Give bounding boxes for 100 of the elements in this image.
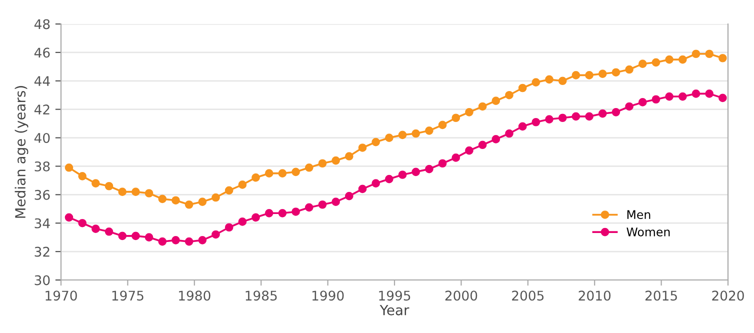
point xyxy=(438,159,447,168)
x-tick-label: 1990 xyxy=(312,290,344,301)
x-tick-label: 2005 xyxy=(512,290,544,301)
point xyxy=(358,184,367,194)
point xyxy=(158,194,167,204)
point xyxy=(212,230,220,239)
point xyxy=(478,140,487,150)
point xyxy=(278,208,287,218)
legend-label: Men xyxy=(627,210,650,220)
point xyxy=(598,109,607,118)
point xyxy=(92,179,100,188)
point xyxy=(425,126,434,135)
y-tick-label: 38 xyxy=(34,161,50,172)
point xyxy=(625,65,634,74)
point xyxy=(692,90,700,98)
point xyxy=(372,179,380,188)
point xyxy=(585,71,594,80)
point xyxy=(452,154,460,162)
point xyxy=(598,70,607,78)
point xyxy=(505,129,514,138)
point xyxy=(518,122,527,131)
point xyxy=(705,90,714,98)
point xyxy=(252,213,260,222)
x-axis-title: Year xyxy=(380,305,410,316)
point xyxy=(678,55,687,64)
point xyxy=(264,169,274,178)
point xyxy=(398,130,407,140)
x-tick-label: 2015 xyxy=(645,290,677,301)
point xyxy=(384,134,394,142)
point xyxy=(572,112,580,121)
point xyxy=(224,186,234,195)
point xyxy=(318,159,327,168)
y-tick-label: 44 xyxy=(34,76,50,86)
point xyxy=(545,115,554,124)
point xyxy=(118,232,127,240)
x-tick-label: 2010 xyxy=(578,290,611,301)
point xyxy=(492,96,500,105)
point xyxy=(612,108,620,116)
point xyxy=(132,232,140,240)
point xyxy=(492,135,500,144)
x-tick-label: 1970 xyxy=(46,290,77,301)
point xyxy=(438,120,447,130)
point xyxy=(518,84,527,92)
point xyxy=(718,54,727,62)
point xyxy=(665,55,674,64)
y-tick-label: 32 xyxy=(34,246,50,257)
y-tick-label: 34 xyxy=(34,218,50,228)
point xyxy=(478,102,487,111)
point xyxy=(144,233,154,242)
point xyxy=(384,174,394,184)
point xyxy=(665,92,674,101)
y-tick-label: 40 xyxy=(34,133,50,143)
point xyxy=(198,198,207,206)
point xyxy=(304,163,314,172)
point xyxy=(64,213,74,222)
point xyxy=(344,192,354,200)
point xyxy=(558,76,567,86)
y-axis-title: Median age (years) xyxy=(14,86,28,218)
point xyxy=(292,168,300,176)
point xyxy=(198,236,207,244)
point xyxy=(372,138,380,146)
point xyxy=(78,172,87,180)
point xyxy=(132,188,140,196)
point xyxy=(718,94,727,102)
x-tick-label: 1995 xyxy=(379,290,410,301)
point xyxy=(278,169,287,178)
point xyxy=(585,112,594,121)
point xyxy=(612,68,620,77)
point xyxy=(412,129,420,138)
point xyxy=(705,50,714,58)
y-tick-label: 36 xyxy=(34,190,50,200)
point xyxy=(78,218,87,228)
y-tick-label: 42 xyxy=(34,104,50,114)
point xyxy=(172,196,180,205)
point xyxy=(412,168,420,176)
point xyxy=(172,236,180,244)
point xyxy=(158,237,167,246)
point xyxy=(332,198,340,206)
point xyxy=(64,163,74,172)
point xyxy=(505,90,514,100)
point xyxy=(344,152,354,160)
point xyxy=(332,156,340,165)
y-tick-label: 48 xyxy=(34,19,50,30)
point xyxy=(638,60,647,68)
point xyxy=(465,146,474,155)
y-tick-label: 30 xyxy=(34,275,50,286)
x-tick-label: 1975 xyxy=(112,290,144,301)
point xyxy=(532,78,540,86)
point xyxy=(692,50,700,58)
legend-label: Women xyxy=(626,228,670,236)
point xyxy=(452,114,460,122)
point xyxy=(118,188,127,196)
point xyxy=(465,108,474,116)
point xyxy=(92,224,100,233)
point xyxy=(532,118,540,126)
point xyxy=(264,208,274,218)
point xyxy=(572,71,580,80)
point xyxy=(252,173,260,182)
point xyxy=(652,58,660,67)
point xyxy=(558,114,567,122)
